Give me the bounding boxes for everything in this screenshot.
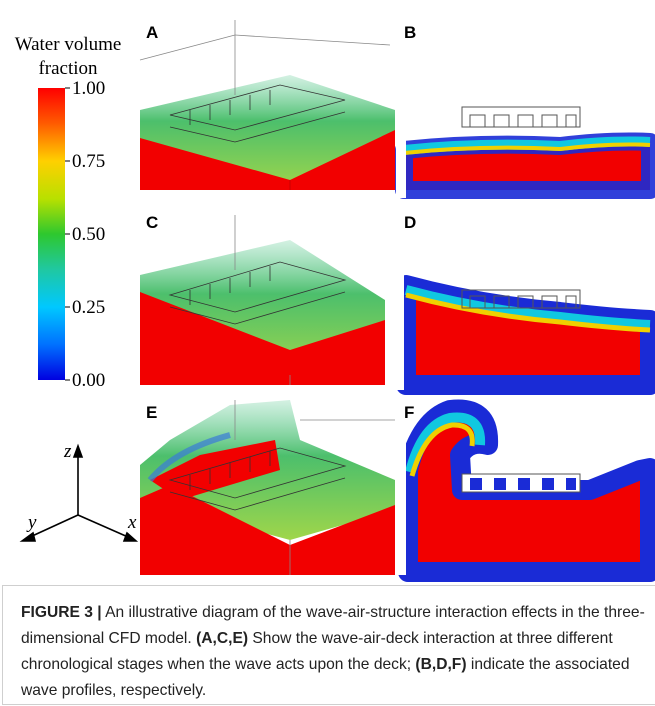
panel-label: A [146, 23, 158, 42]
caption-text: (A,C,E) [196, 630, 248, 647]
colorbar-title: fraction [38, 58, 98, 79]
axis-triad [22, 446, 136, 541]
colorbar-tick-label: 0.00 [72, 370, 105, 391]
axis-label: y [26, 512, 37, 533]
panel-label: C [146, 213, 158, 232]
panel-c-render [140, 240, 385, 385]
axis-label: z [63, 441, 72, 462]
panel-a-render [140, 75, 395, 190]
axis-label: x [127, 512, 137, 533]
colorbar-scale [38, 88, 65, 380]
colorbar-tick-label: 0.50 [72, 224, 105, 245]
caption-text: FIGURE 3 | [21, 604, 102, 621]
colorbar-tick-label: 1.00 [72, 78, 105, 99]
figure: Water volume fraction z y x A B C D E F [0, 0, 655, 585]
colorbar-title: Water volume [15, 34, 122, 55]
panel-label: D [404, 213, 416, 232]
panel-label: F [404, 403, 414, 422]
figure-caption: FIGURE 3 | An illustrative diagram of th… [2, 585, 655, 705]
colorbar-tick-label: 0.75 [72, 151, 105, 172]
colorbar: Water volume fraction [15, 34, 122, 380]
panel-f-profile [396, 400, 650, 575]
page: Water volume fraction z y x A B C D E F [0, 0, 655, 706]
panel-label: B [404, 23, 416, 42]
panel-e-render [140, 400, 395, 575]
panel-b-profile [396, 107, 650, 198]
panel-label: E [146, 403, 157, 422]
panel-d-profile [394, 270, 650, 390]
caption-text: (B,D,F) [415, 656, 466, 673]
colorbar-tick-label: 0.25 [72, 297, 105, 318]
